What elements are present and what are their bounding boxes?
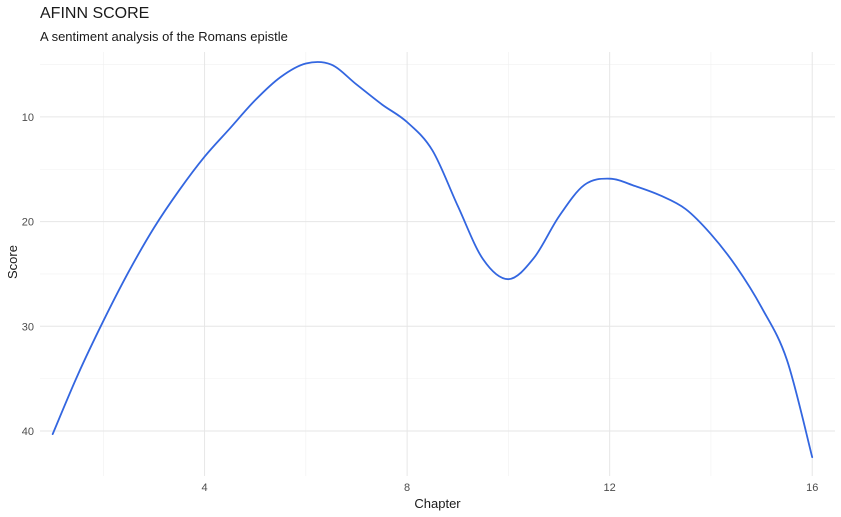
grid-layer (40, 52, 835, 476)
y-tick-label: 20 (22, 217, 34, 229)
x-tick-label: 4 (202, 482, 208, 494)
y-axis-title: Score (5, 245, 20, 279)
x-tick-label: 8 (404, 482, 410, 494)
chart-title: AFINN SCORE (40, 5, 150, 22)
y-tick-label: 40 (22, 426, 34, 438)
y-tick-label: 10 (22, 112, 34, 124)
x-tick-label: 16 (806, 482, 818, 494)
series-line (51, 61, 814, 459)
y-tick-label: 30 (22, 321, 34, 333)
chart-subtitle: A sentiment analysis of the Romans epist… (40, 29, 288, 44)
line-layer (51, 61, 814, 459)
x-axis-title: Chapter (414, 496, 461, 511)
x-tick-label: 12 (604, 482, 616, 494)
tick-label-layer: 4 8 12 16 10 20 30 40 (22, 112, 819, 494)
